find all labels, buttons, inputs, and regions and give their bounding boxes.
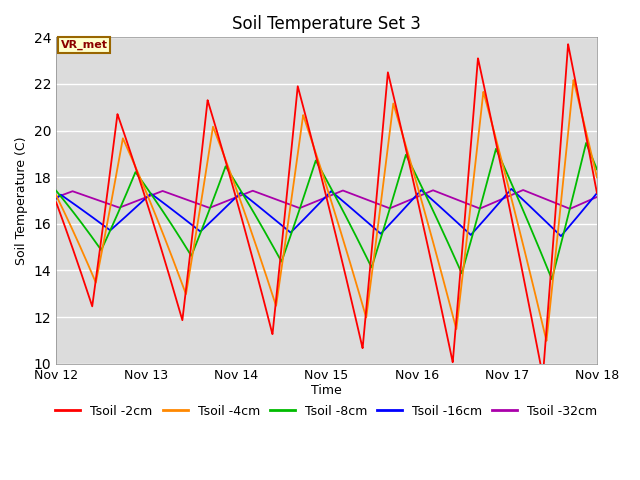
X-axis label: Time: Time	[311, 384, 342, 397]
Legend: Tsoil -2cm, Tsoil -4cm, Tsoil -8cm, Tsoil -16cm, Tsoil -32cm: Tsoil -2cm, Tsoil -4cm, Tsoil -8cm, Tsoi…	[51, 400, 603, 423]
Text: VR_met: VR_met	[61, 40, 108, 50]
Y-axis label: Soil Temperature (C): Soil Temperature (C)	[15, 136, 28, 265]
Title: Soil Temperature Set 3: Soil Temperature Set 3	[232, 15, 421, 33]
